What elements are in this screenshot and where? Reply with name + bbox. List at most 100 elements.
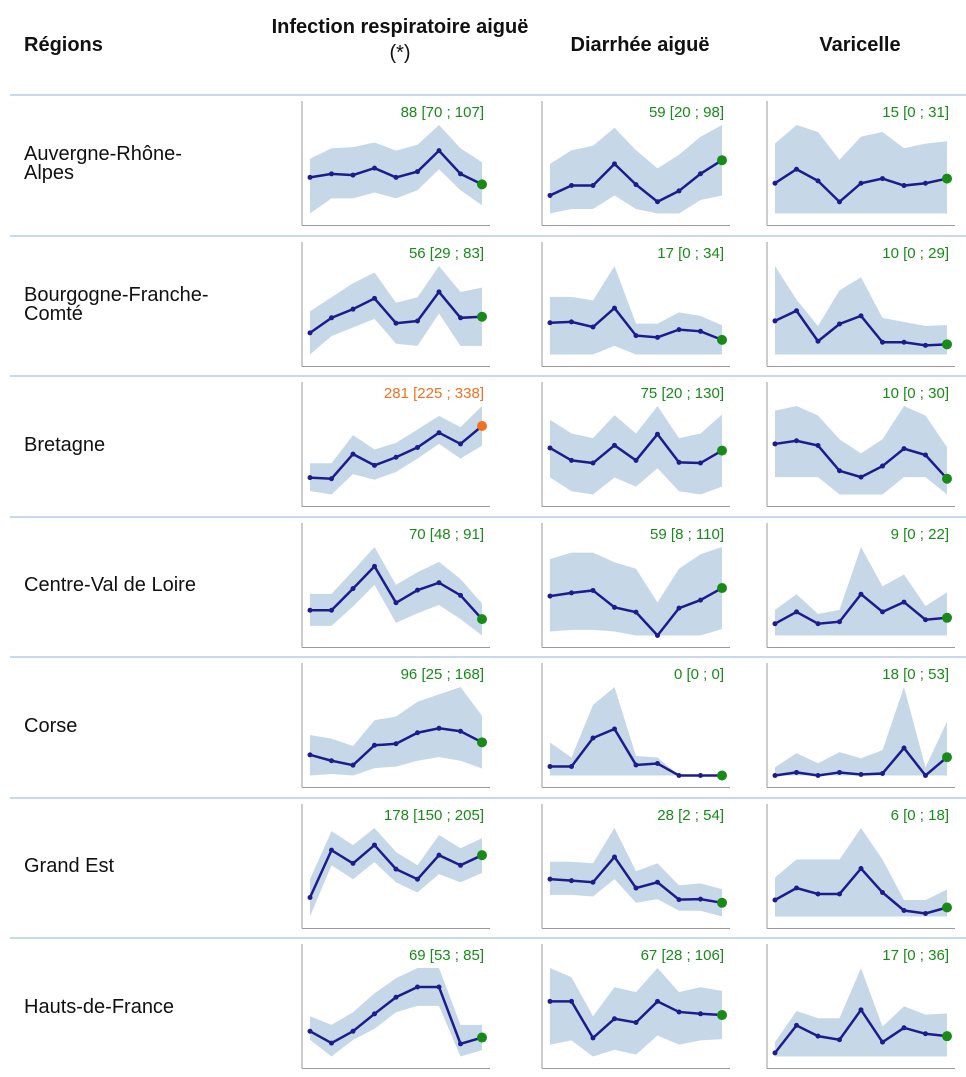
point	[676, 605, 682, 611]
row-separator	[10, 375, 966, 377]
point	[372, 742, 377, 748]
point	[547, 445, 553, 451]
point	[307, 329, 313, 335]
point	[590, 587, 596, 593]
point	[307, 174, 313, 180]
sparkline: 75 [20 ; 130]	[541, 382, 730, 507]
point	[329, 171, 334, 177]
point	[436, 288, 442, 294]
current-point	[477, 1032, 487, 1043]
point	[880, 1039, 885, 1045]
point	[458, 592, 463, 598]
estimate-label: 10 [0 ; 29]	[882, 245, 949, 262]
estimate-label: 281 [225 ; 338]	[384, 385, 484, 402]
point	[393, 994, 399, 1000]
point	[436, 852, 442, 858]
point	[350, 860, 356, 866]
point	[815, 620, 821, 626]
point	[329, 847, 334, 853]
row-separator	[10, 937, 966, 939]
point	[547, 876, 553, 882]
point	[590, 879, 596, 885]
point	[633, 182, 639, 188]
current-point	[942, 173, 952, 184]
point	[923, 342, 928, 348]
header-title: Infection respiratoire aiguë	[271, 16, 529, 38]
point	[858, 771, 864, 777]
point	[547, 593, 553, 599]
point	[415, 876, 420, 882]
point	[415, 587, 420, 593]
point	[569, 457, 574, 463]
sparkline: 59 [20 ; 98]	[541, 101, 730, 226]
confidence-band	[775, 546, 947, 635]
sparkline: 9 [0 ; 22]	[766, 522, 955, 648]
estimate-label: 10 [0 ; 30]	[882, 385, 949, 402]
point	[901, 339, 907, 345]
confidence-band	[550, 827, 722, 916]
sparkline: 10 [0 ; 29]	[766, 241, 955, 367]
point	[815, 338, 821, 344]
point	[837, 1037, 842, 1043]
confidence-band	[310, 687, 482, 776]
point	[901, 183, 907, 189]
header-column: Infection respiratoire aiguë (*)	[270, 14, 530, 66]
point	[815, 1033, 821, 1039]
point	[569, 589, 574, 595]
point	[415, 730, 420, 736]
header-note: (*)	[389, 42, 411, 64]
point	[676, 773, 682, 778]
point	[794, 1022, 799, 1028]
current-point	[942, 473, 952, 484]
point	[590, 1035, 596, 1041]
confidence-band	[550, 125, 722, 214]
point	[858, 474, 864, 480]
point	[329, 607, 334, 613]
point	[307, 1028, 313, 1034]
row-separator	[10, 234, 966, 237]
point	[372, 462, 377, 468]
point	[633, 332, 639, 338]
point	[393, 599, 399, 605]
point	[901, 745, 907, 751]
confidence-band	[550, 968, 722, 1057]
point	[458, 441, 463, 447]
point	[880, 770, 885, 776]
point	[794, 438, 799, 444]
sparkline: 18 [0 ; 53]	[766, 663, 955, 788]
estimate-label: 0 [0 ; 0]	[674, 666, 724, 683]
point	[633, 457, 639, 463]
point	[633, 762, 639, 768]
point	[547, 192, 553, 198]
row-separator	[10, 796, 966, 799]
point	[612, 442, 617, 448]
confidence-band	[775, 125, 947, 214]
estimate-label: 9 [0 ; 22]	[891, 526, 949, 543]
point	[569, 183, 574, 189]
estimate-label: 178 [150 ; 205]	[384, 807, 484, 824]
current-point	[717, 1010, 727, 1021]
region-name: Hauts-de-France	[24, 995, 175, 1018]
row-separator	[10, 656, 966, 658]
current-point	[477, 849, 487, 860]
point	[329, 1040, 334, 1046]
sparkline: 17 [0 ; 34]	[541, 241, 730, 367]
sparkline: 28 [2 ; 54]	[541, 803, 730, 929]
point	[458, 314, 463, 320]
header-title: Diarrhée aiguë	[570, 34, 710, 56]
current-point	[942, 902, 952, 912]
point	[815, 178, 821, 184]
point	[794, 885, 799, 890]
point	[393, 454, 399, 460]
sparkline: 88 [70 ; 107]	[301, 101, 490, 226]
sparkline: 56 [29 ; 83]	[301, 241, 490, 367]
point	[655, 761, 660, 766]
point	[350, 306, 356, 312]
point	[858, 591, 864, 597]
estimate-label: 88 [70 ; 107]	[401, 104, 484, 121]
point	[547, 319, 553, 325]
point	[569, 318, 574, 324]
point	[837, 320, 842, 326]
point	[698, 328, 703, 334]
point	[676, 326, 682, 332]
